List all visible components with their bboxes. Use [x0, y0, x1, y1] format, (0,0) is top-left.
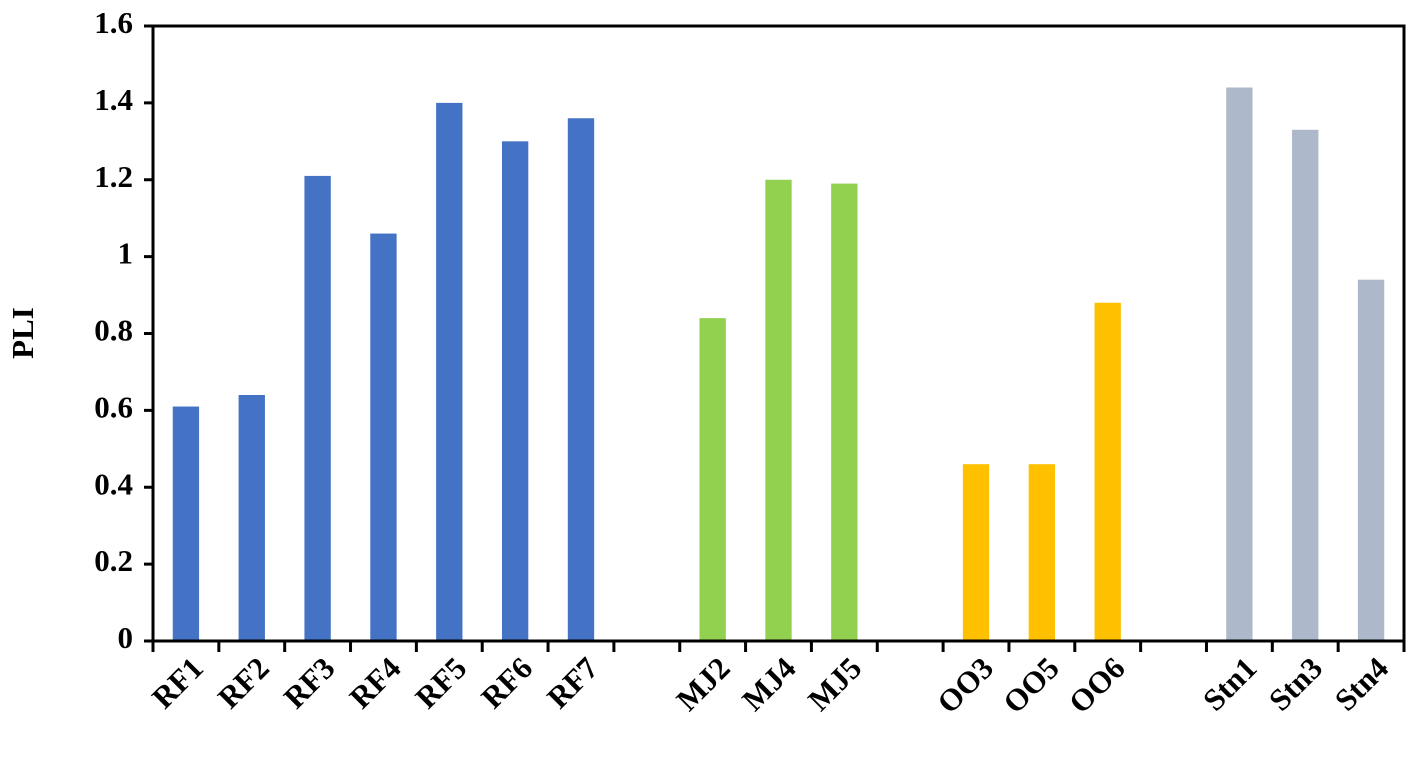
bar — [1226, 87, 1253, 641]
y-tick-label: 0 — [118, 620, 134, 655]
x-tick-label: RF2 — [211, 650, 276, 715]
x-tick-label: RF6 — [474, 650, 539, 715]
bar — [765, 179, 792, 641]
bar — [1357, 279, 1385, 641]
bar — [238, 395, 265, 641]
x-tick-label: MJ5 — [801, 650, 868, 717]
bar — [436, 102, 463, 641]
y-tick-label: 0.4 — [94, 466, 133, 501]
bar — [172, 406, 200, 641]
bar — [1094, 302, 1121, 641]
x-tick-label: OO6 — [1062, 650, 1132, 720]
bar — [962, 464, 990, 641]
bar — [1292, 129, 1319, 641]
bar — [1028, 464, 1056, 641]
y-tick-label: 0.2 — [94, 543, 133, 578]
bar — [699, 318, 726, 641]
x-tick-label: RF1 — [145, 650, 210, 715]
y-tick-label: 1.2 — [94, 159, 133, 194]
y-tick-label: 1 — [118, 236, 134, 271]
x-tick-label: RF3 — [277, 650, 342, 715]
x-tick-label: RF7 — [540, 650, 605, 715]
bar — [370, 233, 397, 641]
bar — [501, 141, 529, 641]
y-tick-label: 1.4 — [94, 82, 133, 117]
x-tick-label: RF4 — [342, 650, 407, 715]
y-tick-label: 0.8 — [94, 313, 133, 348]
bar — [304, 175, 331, 641]
x-tick-label: Stn3 — [1262, 650, 1329, 717]
x-tick-label: Stn4 — [1328, 650, 1395, 717]
x-tick-label: Stn1 — [1196, 650, 1263, 717]
x-tick-label: OO5 — [996, 650, 1066, 720]
x-tick-label: MJ4 — [735, 650, 802, 717]
bar — [831, 183, 858, 641]
y-tick-label: 1.6 — [94, 5, 133, 40]
plot-frame — [151, 24, 1406, 643]
y-axis-label: PLI — [5, 307, 40, 359]
x-tick-label: RF5 — [408, 650, 473, 715]
x-tick-label: MJ2 — [669, 650, 736, 717]
y-tick-label: 0.6 — [94, 389, 133, 424]
bar — [567, 118, 595, 641]
x-tick-label: OO3 — [930, 650, 1000, 720]
